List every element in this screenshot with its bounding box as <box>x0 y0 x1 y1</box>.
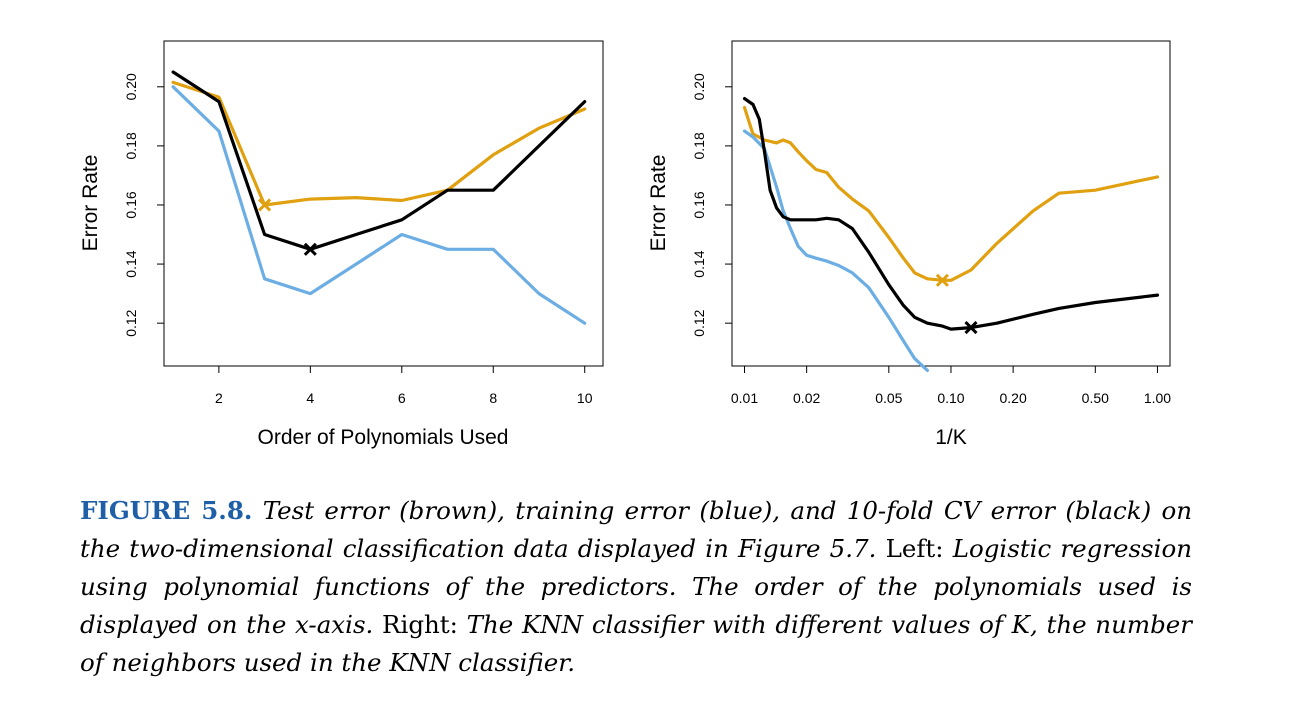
training-error-line <box>171 85 587 325</box>
minimum-marker-x <box>935 273 949 287</box>
plot-frame <box>163 40 604 367</box>
x-axis: 2 4 6 8 10 <box>215 366 593 406</box>
x-tick-label: 10 <box>577 390 593 406</box>
caption-text-3: The KNN classifier with different values… <box>80 610 1192 677</box>
marker-stroke <box>964 321 978 335</box>
x-tick-label: 0.50 <box>1082 390 1109 406</box>
cv-error-line <box>171 70 587 251</box>
marker-stroke <box>303 242 317 256</box>
test-error-line <box>171 80 587 207</box>
x-tick-label: 0.02 <box>793 390 820 406</box>
y-tick-label: 0.18 <box>123 132 139 159</box>
x-tick-label: 4 <box>306 390 314 406</box>
series-lines <box>171 70 587 325</box>
caption-text-2: Logistic regression using polynomial fun… <box>80 534 1192 639</box>
y-tick-label: 0.20 <box>123 73 139 100</box>
x-axis-label: 1/K <box>935 426 967 449</box>
y-tick-label: 0.14 <box>691 250 707 277</box>
y-tick-label: 0.20 <box>691 73 707 100</box>
minimum-markers <box>258 198 317 256</box>
y-tick-label: 0.18 <box>691 132 707 159</box>
minimum-marker-x <box>303 242 317 256</box>
x-tick-label: 1.00 <box>1144 390 1171 406</box>
x-axis: 0.01 0.02 0.05 0.10 0.20 0.50 1.00 <box>731 366 1171 406</box>
x-tick-label: 2 <box>215 390 223 406</box>
y-axis-label: Error Rate <box>647 155 670 252</box>
figure-5-8: 0.12 0.14 0.16 0.18 0.20 2 4 6 8 10 Error Rate O… <box>79 40 1171 449</box>
left-panel-polynomial: 0.12 0.14 0.16 0.18 0.20 2 4 6 8 10 Error Rate O… <box>79 40 604 449</box>
x-tick-label: 0.05 <box>875 390 902 406</box>
y-tick-label: 0.16 <box>123 191 139 218</box>
x-tick-label: 0.20 <box>1000 390 1027 406</box>
minimum-markers <box>935 273 978 335</box>
test-error-line <box>742 105 1160 282</box>
caption-right-label: Right: <box>382 610 458 639</box>
x-tick-label: 0.01 <box>731 390 758 406</box>
figure-caption: FIGURE 5.8. Test error (brown), training… <box>80 492 1192 682</box>
x-tick-label: 6 <box>398 390 406 406</box>
right-panel-knn: 0.12 0.14 0.16 0.18 0.20 0.01 0.02 0.05 0.10 0.2… <box>647 40 1171 449</box>
y-axis: 0.12 0.14 0.16 0.18 0.20 <box>123 73 164 337</box>
figure-label: FIGURE 5.8. <box>80 496 253 525</box>
cv-error-line <box>742 96 1160 331</box>
marker-stroke <box>935 273 949 287</box>
y-axis: 0.12 0.14 0.16 0.18 0.20 <box>691 73 732 337</box>
marker-stroke <box>258 198 272 212</box>
series-lines <box>742 96 1160 372</box>
y-tick-label: 0.12 <box>123 309 139 336</box>
x-tick-label: 0.10 <box>937 390 964 406</box>
y-tick-label: 0.12 <box>691 309 707 336</box>
y-tick-label: 0.16 <box>691 191 707 218</box>
minimum-marker-x <box>258 198 272 212</box>
training-error-line <box>742 129 930 372</box>
y-axis-label: Error Rate <box>79 155 102 252</box>
minimum-marker-x <box>964 321 978 335</box>
plot-frame <box>731 40 1171 367</box>
caption-text-1: Test error (brown), training error (blue… <box>80 496 1192 563</box>
x-axis-label: Order of Polynomials Used <box>258 426 509 449</box>
x-tick-label: 8 <box>489 390 497 406</box>
caption-left-label: Left: <box>885 534 944 563</box>
y-tick-label: 0.14 <box>123 250 139 277</box>
